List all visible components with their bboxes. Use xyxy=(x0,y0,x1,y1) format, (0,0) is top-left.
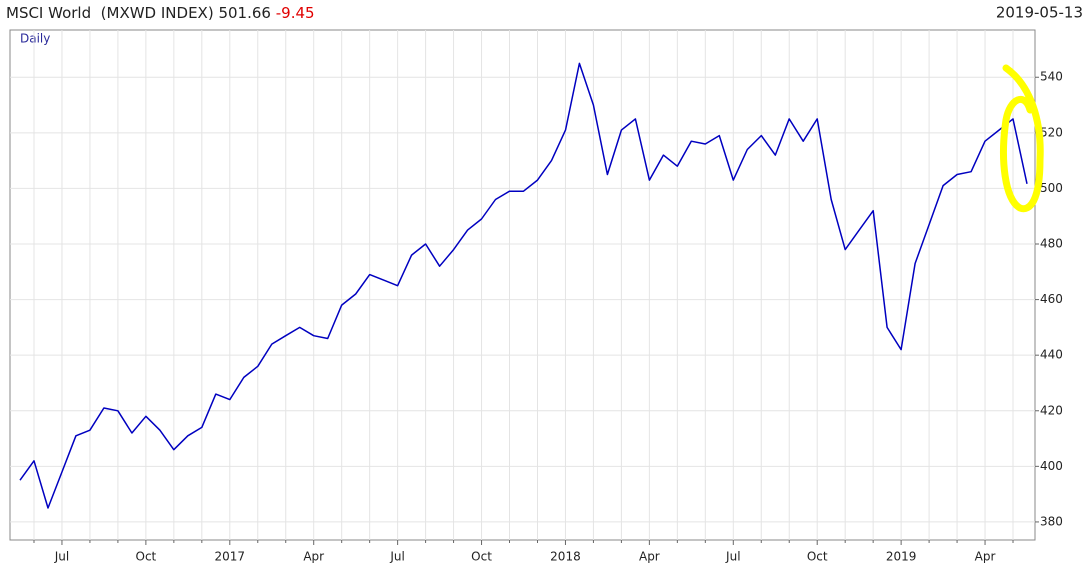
y-tick-label: 460 xyxy=(1040,292,1063,306)
header-date: 2019-05-13 xyxy=(996,4,1083,22)
last-price: 501.66 xyxy=(218,4,271,22)
x-tick-label: Oct xyxy=(471,550,492,564)
highlight-circle xyxy=(1000,64,1044,213)
x-tick-label: Jul xyxy=(54,550,69,564)
price-change: -9.45 xyxy=(276,4,315,22)
header-title: MSCI World (MXWD INDEX) 501.66 -9.45 xyxy=(6,4,315,22)
plot-area xyxy=(9,29,1036,541)
y-tick-label: 500 xyxy=(1040,181,1063,195)
x-tick-label: Apr xyxy=(303,550,324,564)
y-tick-label: 540 xyxy=(1040,70,1063,84)
y-tick-label: 440 xyxy=(1040,348,1063,362)
y-tick-label: 400 xyxy=(1040,459,1063,473)
x-tick-label: 2019 xyxy=(886,550,917,564)
y-tick-label: 420 xyxy=(1040,403,1063,417)
x-tick-label: Jul xyxy=(389,550,404,564)
x-tick-label: 2018 xyxy=(550,550,581,564)
y-tick-label: 380 xyxy=(1040,514,1063,528)
index-name: MSCI World (MXWD INDEX) xyxy=(6,4,214,22)
x-tick-label: Apr xyxy=(975,550,996,564)
y-tick-label: 480 xyxy=(1040,237,1063,251)
x-tick-label: Apr xyxy=(639,550,660,564)
x-tick-label: Jul xyxy=(725,550,740,564)
x-tick-label: 2017 xyxy=(215,550,246,564)
x-tick-label: Oct xyxy=(807,550,828,564)
x-tick-label: Oct xyxy=(136,550,157,564)
period-label: Daily xyxy=(20,32,50,46)
price-line xyxy=(19,62,1028,509)
y-tick-label: 520 xyxy=(1040,125,1063,139)
